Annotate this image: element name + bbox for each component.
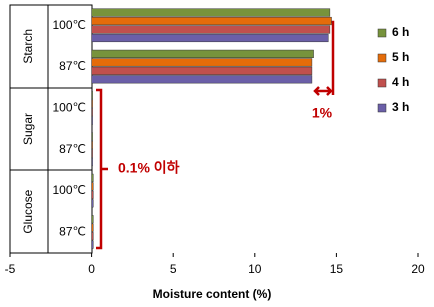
bar [91, 240, 94, 249]
bar [91, 173, 94, 182]
category-label: 87℃ [59, 225, 86, 239]
bar [91, 58, 313, 67]
bar [91, 232, 94, 241]
x-tick-label: 0 [88, 262, 95, 276]
group-label: Glucose [21, 189, 35, 233]
x-tick-label: 10 [248, 262, 262, 276]
legend-label: 4 h [392, 75, 409, 89]
bar [91, 75, 313, 84]
bar [91, 149, 93, 158]
bar [91, 99, 93, 108]
bar [91, 140, 93, 150]
legend-swatch [377, 78, 387, 88]
bar [91, 91, 93, 100]
label-frame [9, 4, 93, 254]
legend-swatch [377, 53, 387, 63]
arrow [313, 86, 333, 96]
bar [91, 8, 331, 17]
x-tick-label: 15 [330, 262, 344, 276]
bracket [96, 88, 108, 250]
category-label: 87℃ [59, 142, 86, 156]
category-label: 100℃ [53, 18, 87, 32]
bar [91, 157, 93, 167]
bar [91, 116, 93, 125]
bar [91, 223, 94, 232]
x-axis-label: Moisture content (%) [153, 287, 272, 301]
bar [91, 215, 94, 224]
x-tick-label: -5 [5, 262, 16, 276]
bar [91, 190, 94, 199]
group-label: Starch [21, 29, 35, 64]
legend-label: 6 h [392, 25, 409, 39]
bar [91, 108, 93, 117]
legend-label: 5 h [392, 50, 409, 64]
x-tick-label: 20 [411, 262, 425, 276]
category-label: 100℃ [53, 101, 87, 115]
bar [91, 132, 93, 141]
bar [91, 49, 314, 58]
category-label: 87℃ [59, 59, 86, 73]
x-tick-label: 5 [170, 262, 177, 276]
legend-swatch [377, 28, 387, 38]
bar [91, 66, 313, 75]
bar [91, 199, 94, 208]
annotation: 0.1% 이하 [118, 160, 180, 176]
bar [91, 25, 331, 34]
legend-label: 3 h [392, 100, 409, 114]
bar [91, 33, 329, 43]
bar [91, 182, 94, 191]
legend-swatch [377, 103, 387, 113]
annotation: 1% [312, 105, 333, 121]
group-label: Sugar [21, 113, 35, 145]
bar [91, 16, 332, 26]
category-label: 100℃ [53, 183, 87, 197]
